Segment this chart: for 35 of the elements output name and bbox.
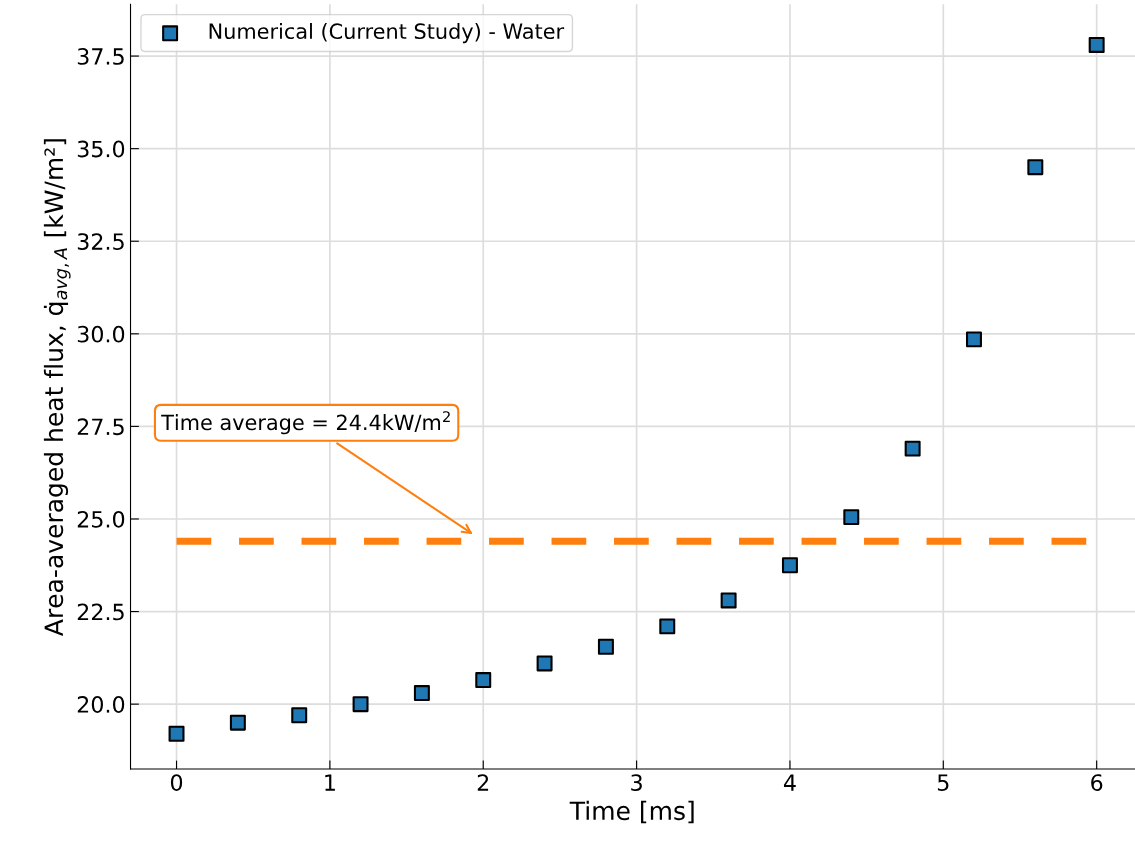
- point: [720, 592, 737, 609]
- x-tick-label: 0: [170, 774, 183, 792]
- x-tick-label: 2: [477, 774, 489, 791]
- point: [781, 557, 798, 574]
- point: [1027, 159, 1044, 176]
- y-tick-label: 20.0: [77, 696, 125, 713]
- point: [413, 685, 430, 702]
- y-tick-label: 25.0: [77, 510, 125, 528]
- x-tick-label: 1: [325, 774, 335, 791]
- point: [229, 714, 246, 731]
- point: [475, 672, 492, 689]
- point: [1088, 36, 1105, 53]
- y-tick-label: 30.0: [77, 325, 125, 343]
- point: [168, 725, 185, 742]
- x-tick-label: 5: [937, 774, 949, 792]
- y-tick-label: 27.5: [77, 418, 124, 436]
- point: [659, 618, 676, 635]
- y-tick-label: 37.5: [77, 48, 124, 65]
- x-tick-label: 6: [1091, 774, 1103, 792]
- point: [536, 655, 553, 672]
- point: [597, 638, 614, 655]
- x-tick-label: 4: [783, 774, 796, 791]
- point: [352, 696, 369, 713]
- y-tick-label: 35.0: [77, 140, 125, 158]
- y-axis-title: Area-averaged heat flux, q̇$_{avg,A}$ [kW/m²]: [43, 139, 71, 637]
- y-tick-label: 32.5: [77, 233, 124, 250]
- point: [965, 331, 982, 348]
- x-axis-title: Time [ms]: [569, 800, 694, 824]
- point: [291, 707, 308, 724]
- annotation: Time average = 24.4kW/m$^{2}$: [161, 411, 450, 435]
- x-tick-label: 3: [631, 774, 642, 792]
- point: [843, 509, 860, 526]
- y-tick-label: 22.5: [77, 603, 124, 621]
- legend-label: Numerical (Current Study) - Water: [209, 22, 565, 44]
- point: [904, 440, 921, 457]
